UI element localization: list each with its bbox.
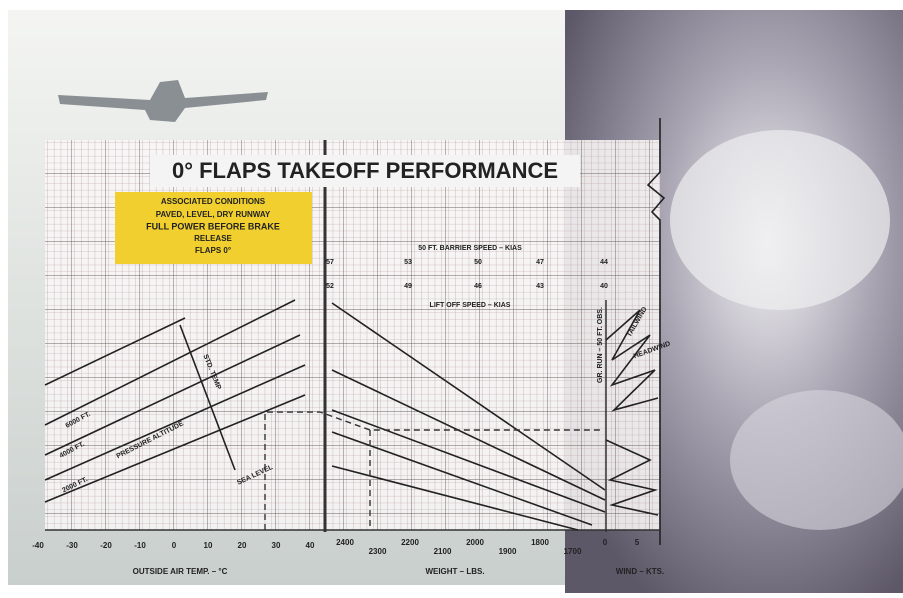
x-tick-label: 1900	[499, 547, 517, 556]
barrier-speed-label: 50 FT. BARRIER SPEED – KIAS	[418, 245, 522, 252]
barrier-speed-value: 50	[474, 259, 482, 266]
x-tick-label: -30	[66, 541, 78, 550]
axis-label: WEIGHT – LBS.	[425, 567, 484, 576]
barrier-speed-value: 57	[326, 259, 334, 266]
barrier-speed-value: 47	[536, 259, 544, 266]
title-box	[150, 155, 580, 187]
x-tick-label: 30	[272, 541, 281, 550]
x-tick-label: 0	[172, 541, 177, 550]
title: 0° FLAPS TAKEOFF PERFORMANCE	[172, 158, 558, 183]
x-tick-label: 2200	[401, 538, 419, 547]
wind-curves	[605, 309, 659, 516]
weight-curves	[331, 302, 606, 531]
barrier-speed-value: 53	[404, 259, 412, 266]
liftoff-speed-value: 52	[326, 283, 334, 290]
x-tick-label: 2000	[466, 538, 484, 547]
conditions-line: FLAPS 0°	[195, 246, 231, 255]
x-tick-label: 5	[635, 538, 640, 547]
x-tick-label: 2300	[369, 547, 387, 556]
conditions-line: RELEASE	[194, 234, 232, 243]
x-tick-label: 0	[603, 538, 608, 547]
x-tick-label: 40	[306, 541, 315, 550]
x-tick-label: 2100	[434, 547, 452, 556]
x-tick-label: 10	[204, 541, 213, 550]
x-tick-label: 20	[238, 541, 247, 550]
x-tick-label: -40	[32, 541, 44, 550]
x-tick-label: -20	[100, 541, 112, 550]
x-tick-label: -10	[134, 541, 146, 550]
ground-run-label: GR. RUN – 50 FT. OBS.	[597, 307, 604, 383]
liftoff-speed-value: 49	[404, 283, 412, 290]
example-path	[264, 411, 600, 530]
conditions-line: FULL POWER BEFORE BRAKE	[146, 221, 280, 231]
cloud-puff	[670, 130, 890, 310]
axis-label: OUTSIDE AIR TEMP. – °C	[133, 567, 228, 576]
conditions-heading: ASSOCIATED CONDITIONS	[161, 197, 266, 206]
barrier-speed-value: 44	[600, 259, 608, 266]
conditions-line: PAVED, LEVEL, DRY RUNWAY	[156, 210, 271, 219]
x-tick-label: 2400	[336, 538, 354, 547]
cloud-puff	[730, 390, 903, 530]
liftoff-speed-value: 40	[600, 283, 608, 290]
x-tick-label: 1700	[564, 547, 582, 556]
conditions-box	[115, 192, 312, 264]
temperature-curves	[44, 299, 306, 503]
chart-border	[646, 118, 666, 545]
airplane	[58, 80, 268, 122]
liftoff-speed-label: LIFT OFF SPEED – KIAS	[430, 302, 511, 309]
liftoff-speed-value: 43	[536, 283, 544, 290]
axis-label: WIND – KTS.	[616, 567, 664, 576]
liftoff-speed-value: 46	[474, 283, 482, 290]
x-tick-label: 1800	[531, 538, 549, 547]
